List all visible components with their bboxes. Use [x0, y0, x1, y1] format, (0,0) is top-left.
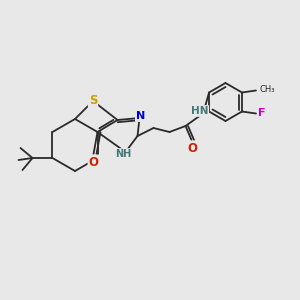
Text: F: F — [258, 109, 266, 118]
Text: HN: HN — [191, 106, 208, 116]
Text: O: O — [188, 142, 197, 154]
Text: N: N — [136, 111, 145, 121]
Text: NH: NH — [116, 149, 132, 159]
Text: S: S — [89, 94, 97, 106]
Text: O: O — [88, 155, 98, 169]
Text: CH₃: CH₃ — [260, 85, 275, 94]
